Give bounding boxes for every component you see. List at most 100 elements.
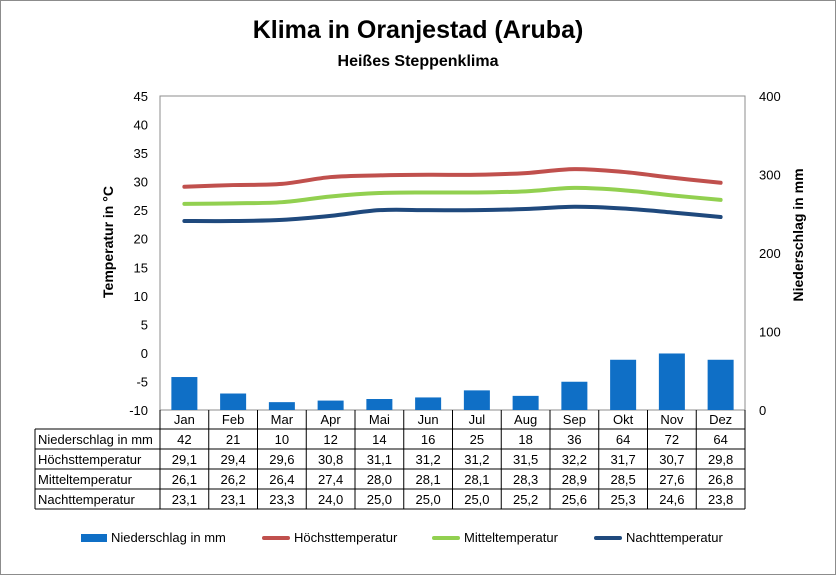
legend-item-nachttemperatur: Nachttemperatur — [594, 530, 723, 545]
y-left-tick-label: 5 — [141, 317, 148, 332]
table-cell: 32,2 — [562, 452, 587, 467]
y-left-tick-label: 15 — [134, 260, 148, 275]
table-row-label: Mitteltemperatur — [38, 472, 133, 487]
table-cell: 25 — [470, 432, 484, 447]
y-left-tick-label: 20 — [134, 232, 148, 247]
precipitation-bar — [610, 359, 637, 410]
y-right-tick-label: 300 — [759, 168, 781, 183]
legend-label-nachttemperatur: Nachttemperatur — [626, 530, 723, 545]
table-cell: 25,0 — [464, 492, 489, 507]
y-left-tick-label: 40 — [134, 118, 148, 133]
table-cell: 10 — [275, 432, 289, 447]
x-category-label: Jan — [174, 412, 195, 427]
precipitation-bar — [366, 399, 393, 410]
y-right-tick-label: 400 — [759, 89, 781, 104]
y-left-tick-label: 25 — [134, 203, 148, 218]
table-row-label: Niederschlag in mm — [38, 432, 153, 447]
x-category-label: Jul — [469, 412, 486, 427]
x-category-label: Nov — [660, 412, 684, 427]
legend-label-niederschlag: Niederschlag in mm — [111, 530, 226, 545]
x-category-label: Okt — [613, 412, 634, 427]
table-cell: 28,1 — [464, 472, 489, 487]
y-left-tick-label: 10 — [134, 289, 148, 304]
table-cell: 23,3 — [269, 492, 294, 507]
precipitation-bar — [561, 381, 588, 410]
precipitation-bar — [512, 395, 539, 410]
x-category-label: Mar — [271, 412, 294, 427]
chart-title: Klima in Oranjestad (Aruba) — [252, 16, 584, 44]
precipitation-bar — [220, 393, 247, 410]
table-cell: 29,1 — [172, 452, 197, 467]
table-cell: 31,2 — [464, 452, 489, 467]
y-axis-right-title: Niederschlag in mm — [790, 168, 806, 301]
table-cell: 26,1 — [172, 472, 197, 487]
table-cell: 23,8 — [708, 492, 733, 507]
y-left-tick-label: 0 — [141, 346, 148, 361]
chart-legend: Niederschlag in mm Höchsttemperatur Mitt… — [0, 530, 836, 550]
table-cell: 25,3 — [610, 492, 635, 507]
legend-swatch-hoechsttemperatur — [262, 535, 290, 540]
table-cell: 25,0 — [415, 492, 440, 507]
mitteltemperatur-line — [182, 185, 723, 206]
table-row-label: Höchsttemperatur — [38, 452, 142, 467]
y-right-tick-label: 0 — [759, 403, 766, 418]
y-left-tick-label: 45 — [134, 89, 148, 104]
table-cell: 29,4 — [220, 452, 245, 467]
table-cell: 28,1 — [415, 472, 440, 487]
table-cell: 31,5 — [513, 452, 538, 467]
table-cell: 42 — [177, 432, 191, 447]
table-cell: 26,8 — [708, 472, 733, 487]
precipitation-bar — [268, 402, 295, 410]
table-cell: 31,7 — [610, 452, 635, 467]
table-cell: 28,0 — [367, 472, 392, 487]
table-cell: 64 — [616, 432, 630, 447]
table-cell: 31,2 — [415, 452, 440, 467]
table-row-label: Nachttemperatur — [38, 492, 135, 507]
table-cell: 24,6 — [659, 492, 684, 507]
y-right-tick-label: 100 — [759, 325, 781, 340]
table-cell: 29,8 — [708, 452, 733, 467]
x-category-label: Aug — [514, 412, 537, 427]
precipitation-bar — [463, 390, 490, 410]
legend-label-hoechsttemperatur: Höchsttemperatur — [294, 530, 398, 545]
table-cell: 27,4 — [318, 472, 343, 487]
table-cell: 25,0 — [367, 492, 392, 507]
table-cell: 25,6 — [562, 492, 587, 507]
table-cell: 31,1 — [367, 452, 392, 467]
legend-item-mitteltemperatur: Mitteltemperatur — [432, 530, 558, 545]
table-cell: 28,5 — [610, 472, 635, 487]
legend-swatch-mitteltemperatur — [432, 535, 460, 540]
precipitation-bar — [658, 353, 685, 410]
table-cell: 30,7 — [659, 452, 684, 467]
chart-subtitle: Heißes Steppenklima — [337, 53, 499, 70]
table-cell: 23,1 — [172, 492, 197, 507]
x-category-label: Dez — [709, 412, 732, 427]
x-category-label: Sep — [563, 412, 586, 427]
table-cell: 72 — [665, 432, 679, 447]
legend-label-mitteltemperatur: Mitteltemperatur — [464, 530, 558, 545]
y-left-tick-label: -5 — [136, 374, 148, 389]
hoechsttemperatur-line — [182, 167, 723, 189]
y-right-tick-label: 200 — [759, 246, 781, 261]
table-cell: 24,0 — [318, 492, 343, 507]
table-cell: 18 — [518, 432, 532, 447]
precipitation-bar — [171, 377, 198, 410]
table-cell: 36 — [567, 432, 581, 447]
table-cell: 23,1 — [220, 492, 245, 507]
table-cell: 28,9 — [562, 472, 587, 487]
legend-item-niederschlag: Niederschlag in mm — [81, 530, 226, 545]
precipitation-bar — [415, 397, 442, 410]
y-left-tick-label: 35 — [134, 146, 148, 161]
table-cell: 12 — [323, 432, 337, 447]
legend-swatch-nachttemperatur — [594, 535, 622, 540]
plot-area — [159, 95, 746, 411]
legend-item-hoechsttemperatur: Höchsttemperatur — [262, 530, 397, 545]
table-cell: 64 — [713, 432, 727, 447]
table-cell: 26,2 — [220, 472, 245, 487]
y-axis-left-title: Temperatur in °C — [100, 186, 116, 298]
table-cell: 14 — [372, 432, 386, 447]
table-cell: 27,6 — [659, 472, 684, 487]
table-cell: 28,3 — [513, 472, 538, 487]
table-cell: 25,2 — [513, 492, 538, 507]
